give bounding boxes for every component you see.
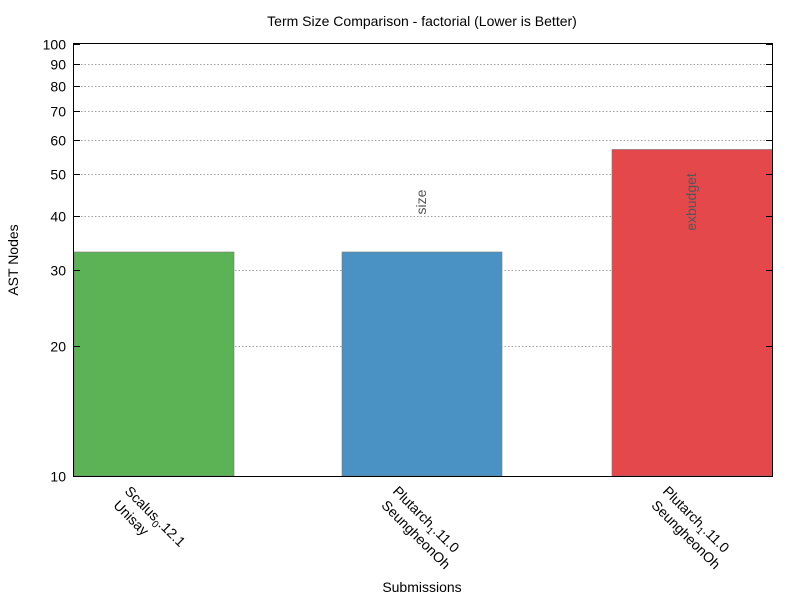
bar [341,251,503,477]
y-tick-label: 80 [50,79,66,95]
bars [73,149,773,477]
plot-frame [73,43,773,477]
y-tick-label: 40 [50,209,66,225]
bar-value-label: exbudget [683,173,699,231]
y-tick-label: 50 [50,167,66,183]
y-ticks: 10 20 30 40 50 60 70 80 90 100 [43,37,772,485]
y-tick-label: 10 [50,469,66,485]
bar-value-label: size [413,189,429,214]
y-axis-label: AST Nodes [5,224,21,295]
y-tick-label: 60 [50,133,66,149]
y-tick-label: 20 [50,339,66,355]
bar-labels: size exbudget [413,173,699,231]
y-tick-label: 100 [43,37,67,53]
chart-title: Term Size Comparison - factorial (Lower … [267,13,577,29]
y-tick-label: 90 [50,57,66,73]
bar [611,149,773,477]
x-axis-label: Submissions [382,579,461,595]
bar [73,251,235,477]
y-tick-label: 30 [50,263,66,279]
y-tick-label: 70 [50,104,66,120]
